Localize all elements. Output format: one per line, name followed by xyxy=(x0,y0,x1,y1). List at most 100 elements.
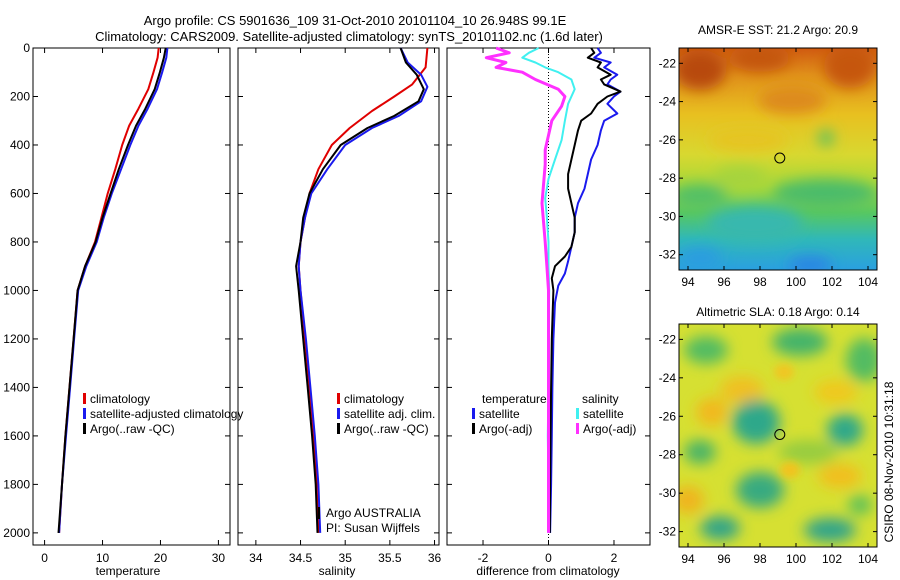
argo-location-marker xyxy=(774,429,786,440)
legend-swatch-sal-satellite xyxy=(576,408,579,419)
figure-title-line1: Argo profile: CS 5901636_109 31-Oct-2010… xyxy=(144,13,567,28)
latitude-tick-label: -22 xyxy=(659,332,677,346)
sla-map-frame xyxy=(678,323,878,548)
latitude-tick-label: -28 xyxy=(659,171,677,185)
sst-heatmap xyxy=(679,48,877,270)
argo-location-marker xyxy=(774,152,786,164)
latitude-tick-label: -22 xyxy=(659,56,677,70)
sst-map-axes: 94 96 98 100 102 104 -22 -24 -26 -28 -30 -32 xyxy=(659,48,878,289)
sla-heatmap xyxy=(679,324,877,547)
figure-title-line2: Climatology: CARS2009. Satellite-adjuste… xyxy=(95,29,603,44)
legend-header-salinity: salinity xyxy=(582,392,619,406)
series-line-salinity-argo-adj xyxy=(484,46,567,533)
legend-header-temperature: temperature xyxy=(482,392,547,406)
x-tick-label: 35.5 xyxy=(378,551,402,565)
latitude-tick-label: -24 xyxy=(659,371,677,385)
depth-tick-label: 600 xyxy=(10,186,30,200)
sla-map-axes: 94 96 98 100 102 104 -22 -24 -26 -28 -30 -32 xyxy=(659,324,878,566)
legend-label-satellite-adjusted: satellite-adjusted climatology xyxy=(90,407,243,421)
temperature-legend: climatology satellite-adjusted climatolo… xyxy=(83,392,243,436)
legend-swatch-satellite-adj xyxy=(337,408,340,419)
legend-label-sal-satellite: satellite xyxy=(583,407,624,421)
credit-stamp: CSIRO 08-Nov-2010 10:31:18 xyxy=(882,381,896,542)
temperature-panel: 0 200 400 600 800 1000 1200 1400 1600 1800 2000 0 1… xyxy=(3,41,243,578)
attribution-pi: PI: Susan Wijffels xyxy=(326,521,420,535)
latitude-tick-label: -32 xyxy=(659,525,677,539)
sla-map-panel: Altimetric SLA: 0.18 Argo: 0.14 xyxy=(659,305,879,566)
depth-tick-label: 800 xyxy=(10,235,30,249)
x-tick-label: -2 xyxy=(478,551,489,565)
longitude-tick-label: 98 xyxy=(753,275,767,289)
series-line-climatology xyxy=(297,47,429,533)
longitude-tick-label: 98 xyxy=(753,552,767,566)
temperature-xlabel: temperature xyxy=(96,564,161,578)
depth-tick-label: 1400 xyxy=(3,380,30,394)
x-tick-label: 34.5 xyxy=(289,551,313,565)
longitude-tick-label: 102 xyxy=(822,552,842,566)
salinity-panel: 34 34.5 35 35.5 36 salinity climatology sate… xyxy=(237,47,442,578)
legend-swatch-climatology xyxy=(83,393,86,404)
x-tick-label: 36 xyxy=(428,551,442,565)
longitude-tick-label: 102 xyxy=(822,275,842,289)
latitude-tick-label: -30 xyxy=(659,209,677,223)
legend-label-argo: Argo(..raw -QC) xyxy=(90,422,175,436)
x-tick-label: 2 xyxy=(611,551,618,565)
depth-tick-label: 1200 xyxy=(3,332,30,346)
series-line-argo-raw-qc xyxy=(57,47,167,533)
legend-swatch-temp-argo xyxy=(472,423,475,434)
longitude-tick-label: 104 xyxy=(858,552,878,566)
legend-swatch-argo xyxy=(337,423,340,434)
depth-tick-label: 2000 xyxy=(3,526,30,540)
salinity-axes-frame xyxy=(237,47,440,546)
salinity-x-axis: 34 34.5 35 35.5 36 xyxy=(238,47,442,565)
x-tick-label: 34 xyxy=(249,551,263,565)
sst-map-frame xyxy=(678,47,878,271)
depth-tick-label: 1600 xyxy=(3,429,30,443)
x-tick-label: 20 xyxy=(154,551,168,565)
legend-label-temp-satellite: satellite xyxy=(479,407,520,421)
salinity-series xyxy=(295,47,429,533)
longitude-tick-label: 100 xyxy=(786,552,806,566)
depth-tick-label: 1000 xyxy=(3,283,30,297)
x-tick-label: 0 xyxy=(545,551,552,565)
longitude-tick-label: 94 xyxy=(681,275,695,289)
longitude-tick-label: 100 xyxy=(786,275,806,289)
salinity-legend: climatology satellite adj. clim. Argo(..… xyxy=(337,392,435,436)
depth-tick-label: 400 xyxy=(10,138,30,152)
longitude-tick-label: 96 xyxy=(717,275,731,289)
difference-legend: temperature salinity satellite Argo(-adj… xyxy=(472,392,636,436)
temperature-series xyxy=(57,47,169,533)
latitude-tick-label: -28 xyxy=(659,448,677,462)
latitude-tick-label: -26 xyxy=(659,409,677,423)
legend-swatch-temp-satellite xyxy=(472,408,475,419)
sla-map-title: Altimetric SLA: 0.18 Argo: 0.14 xyxy=(696,305,860,319)
series-line-climatology xyxy=(58,47,160,533)
legend-swatch-argo xyxy=(83,423,86,434)
legend-swatch-climatology xyxy=(337,393,340,404)
difference-x-axis: -2 0 2 xyxy=(447,47,650,565)
legend-label-temp-argo: Argo(-adj) xyxy=(479,422,532,436)
latitude-tick-label: -32 xyxy=(659,248,677,262)
difference-series xyxy=(484,46,622,533)
x-tick-label: 0 xyxy=(41,551,48,565)
latitude-tick-label: -30 xyxy=(659,486,677,500)
series-line-temperature-argo-adj xyxy=(548,47,622,533)
temperature-axes-frame xyxy=(32,47,231,546)
depth-axis: 0 200 400 600 800 1000 1200 1400 1600 1800 2000 xyxy=(3,41,230,540)
depth-tick-label: 200 xyxy=(10,89,30,103)
argo-attribution: Argo AUSTRALIA PI: Susan Wijffels xyxy=(318,506,421,535)
series-line-satellite-adj-clim xyxy=(297,47,429,533)
legend-label-argo: Argo(..raw -QC) xyxy=(344,422,429,436)
sst-map-title: AMSR-E SST: 21.2 Argo: 20.9 xyxy=(698,23,858,37)
difference-xlabel: difference from climatology xyxy=(476,564,619,578)
series-line-satellite-adjusted-climatology xyxy=(58,47,169,533)
latitude-tick-label: -26 xyxy=(659,133,677,147)
depth-tick-label: 1800 xyxy=(3,477,30,491)
sst-map-panel: AMSR-E SST: 21.2 Argo: 20.9 94 96 98 100 102… xyxy=(659,23,879,289)
x-tick-label: 10 xyxy=(96,551,110,565)
legend-label-climatology: climatology xyxy=(344,392,404,406)
longitude-tick-label: 104 xyxy=(858,275,878,289)
temperature-x-axis: 0 10 20 30 xyxy=(41,48,225,565)
series-line-temperature-satellite xyxy=(549,47,622,533)
legend-label-sal-argo: Argo(-adj) xyxy=(583,422,636,436)
